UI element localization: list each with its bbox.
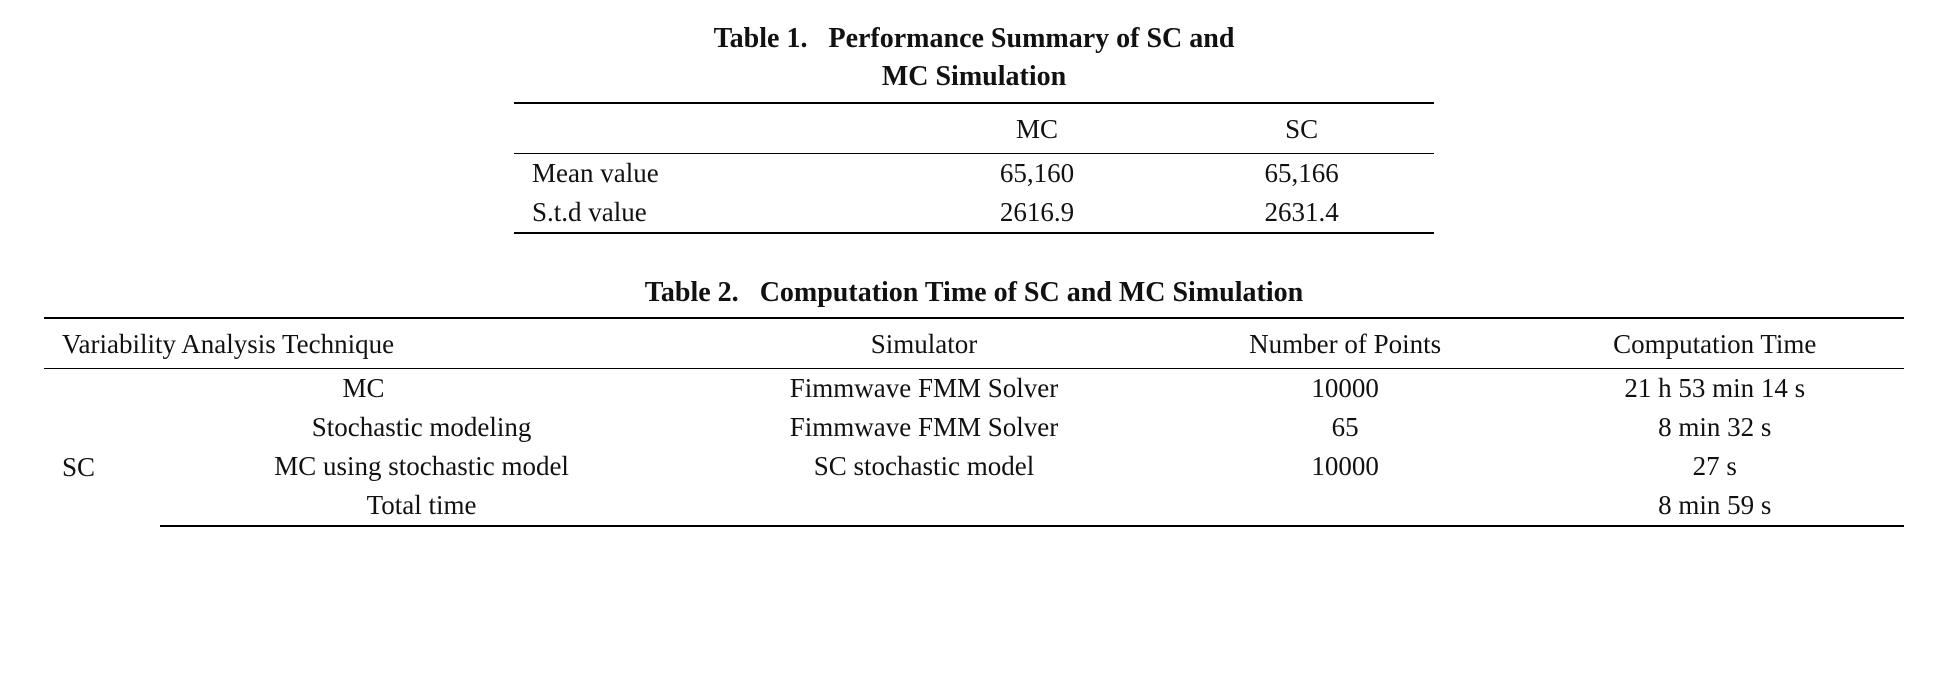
table2-row: MC Fimmwave FMM Solver 10000 21 h 53 min… bbox=[44, 369, 1904, 409]
table2-cell-simulator: SC stochastic model bbox=[683, 447, 1165, 486]
table1-caption-title-line1: Performance Summary of SC and bbox=[828, 23, 1234, 54]
table1-col0 bbox=[514, 103, 905, 154]
table1-row: Mean value 65,160 65,166 bbox=[514, 153, 1434, 193]
table2-cell-simulator: Fimmwave FMM Solver bbox=[683, 408, 1165, 447]
table2-cell-points bbox=[1165, 486, 1526, 526]
table1-cell-label: Mean value bbox=[514, 153, 905, 193]
table1-cell-label: S.t.d value bbox=[514, 193, 905, 233]
table1: MC SC Mean value 65,160 65,166 S.t.d val… bbox=[514, 102, 1434, 234]
table1-cell-mc: 2616.9 bbox=[905, 193, 1170, 233]
table2-row: MC using stochastic model SC stochastic … bbox=[44, 447, 1904, 486]
table1-col2: SC bbox=[1169, 103, 1434, 154]
table2-group-label: SC bbox=[44, 408, 160, 526]
table1-caption-title-line2: MC Simulation bbox=[882, 61, 1066, 92]
table2-cell-technique: MC using stochastic model bbox=[160, 447, 683, 486]
table2-col3: Computation Time bbox=[1525, 318, 1904, 369]
table1-caption: Table 1. Performance Summary of SC and M… bbox=[40, 20, 1908, 96]
table2-col1: Simulator bbox=[683, 318, 1165, 369]
table2-caption-title: Computation Time of SC and MC Simulation bbox=[760, 277, 1304, 308]
table2-cell-simulator bbox=[683, 486, 1165, 526]
table2-cell-points: 10000 bbox=[1165, 447, 1526, 486]
table2-cell-technique: Total time bbox=[160, 486, 683, 526]
table1-cell-sc: 2631.4 bbox=[1169, 193, 1434, 233]
table2-caption: Table 2. Computation Time of SC and MC S… bbox=[40, 274, 1908, 312]
table2-cell-points: 65 bbox=[1165, 408, 1526, 447]
table2-cell-simulator: Fimmwave FMM Solver bbox=[683, 369, 1165, 409]
table2-row: Total time 8 min 59 s bbox=[44, 486, 1904, 526]
table1-caption-label: Table 1. bbox=[714, 23, 808, 54]
table2-row: SC Stochastic modeling Fimmwave FMM Solv… bbox=[44, 408, 1904, 447]
table2-col2: Number of Points bbox=[1165, 318, 1526, 369]
table2-cell-time: 8 min 59 s bbox=[1525, 486, 1904, 526]
table2-cell-technique: MC bbox=[44, 369, 683, 409]
table2-col0: Variability Analysis Technique bbox=[44, 318, 683, 369]
table2: Variability Analysis Technique Simulator… bbox=[44, 317, 1904, 527]
table2-cell-time: 21 h 53 min 14 s bbox=[1525, 369, 1904, 409]
table2-cell-time: 27 s bbox=[1525, 447, 1904, 486]
table2-cell-technique: Stochastic modeling bbox=[160, 408, 683, 447]
table1-col1: MC bbox=[905, 103, 1170, 154]
table2-cell-points: 10000 bbox=[1165, 369, 1526, 409]
table1-cell-mc: 65,160 bbox=[905, 153, 1170, 193]
table2-cell-time: 8 min 32 s bbox=[1525, 408, 1904, 447]
table2-caption-label: Table 2. bbox=[645, 277, 739, 308]
table1-row: S.t.d value 2616.9 2631.4 bbox=[514, 193, 1434, 233]
table1-cell-sc: 65,166 bbox=[1169, 153, 1434, 193]
